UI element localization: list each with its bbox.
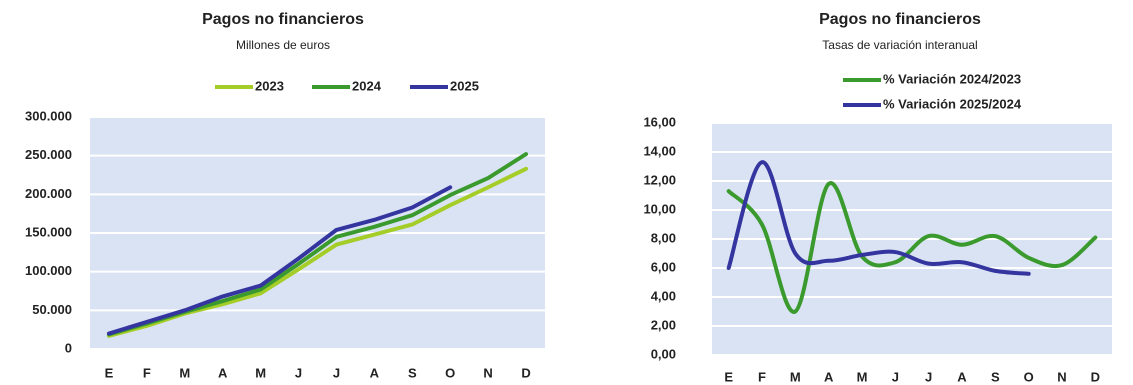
y-tick-label: 100.000	[25, 263, 72, 278]
x-tick-label: F	[143, 365, 151, 380]
x-tick-label: N	[483, 365, 492, 380]
x-tick-label: A	[218, 365, 228, 380]
series-line	[726, 181, 1098, 314]
x-tick-label: J	[925, 369, 932, 384]
x-tick-label: E	[105, 365, 114, 380]
y-tick-label: 200.000	[25, 186, 72, 201]
x-tick-label: M	[857, 369, 868, 384]
x-tick-label: O	[445, 365, 455, 380]
y-tick-label: 16,00	[643, 114, 676, 129]
x-tick-label: J	[295, 365, 302, 380]
chart-title: Pagos no financieros	[202, 11, 364, 28]
legend-label: 2024	[352, 78, 382, 93]
legend-label: % Variación 2025/2024	[883, 96, 1022, 111]
x-tick-label: S	[991, 369, 1000, 384]
x-tick-label: D	[1091, 369, 1100, 384]
x-tick-label: A	[824, 369, 834, 384]
y-tick-label: 14,00	[643, 143, 676, 158]
x-tick-label: O	[1024, 369, 1034, 384]
y-tick-label: 6,00	[651, 259, 676, 274]
chart-title: Pagos no financieros	[819, 11, 981, 28]
y-tick-label: 0	[65, 340, 72, 355]
x-tick-label: J	[333, 365, 340, 380]
series-line	[106, 185, 453, 336]
series-line	[726, 160, 1031, 276]
y-tick-label: 50.000	[32, 302, 72, 317]
x-tick-label: J	[892, 369, 899, 384]
chart-subtitle: Millones de euros	[236, 38, 330, 52]
x-tick-label: A	[957, 369, 967, 384]
y-tick-label: 0,00	[651, 346, 676, 361]
y-tick-label: 2,00	[651, 317, 676, 332]
x-tick-label: F	[758, 369, 766, 384]
y-tick-label: 8,00	[651, 230, 676, 245]
y-tick-label: 10,00	[643, 201, 676, 216]
x-tick-label: M	[255, 365, 266, 380]
chart-subtitle: Tasas de variación interanual	[822, 38, 977, 52]
legend-label: 2025	[450, 78, 479, 93]
y-tick-label: 250.000	[25, 147, 72, 162]
y-tick-label: 300.000	[25, 108, 72, 123]
x-tick-label: N	[1057, 369, 1066, 384]
legend-label: 2023	[255, 78, 284, 93]
y-tick-label: 4,00	[651, 288, 676, 303]
x-tick-label: M	[790, 369, 801, 384]
x-tick-label: D	[521, 365, 530, 380]
x-tick-label: A	[370, 365, 380, 380]
x-tick-label: S	[408, 365, 417, 380]
x-tick-label: M	[179, 365, 190, 380]
legend-label: % Variación 2024/2023	[883, 71, 1021, 86]
x-tick-label: E	[724, 369, 733, 384]
y-tick-label: 12,00	[643, 172, 676, 187]
y-tick-label: 150.000	[25, 224, 72, 239]
